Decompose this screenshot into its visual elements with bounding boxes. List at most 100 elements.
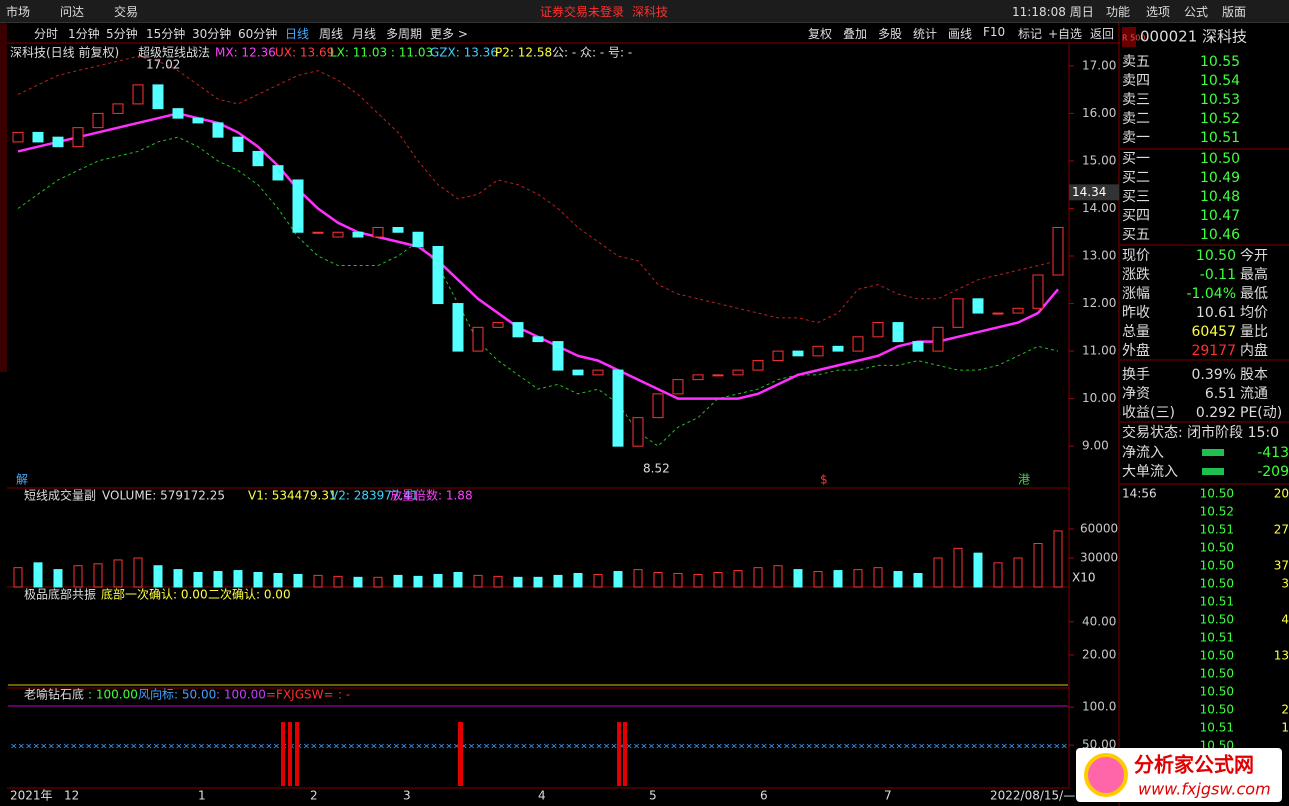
menu-bar: 市场 问达 交易 证券交易未登录 深科技 11:18:08 周日 功能 选项 公式 版面 <box>0 0 1289 23</box>
period-tab[interactable]: 1分钟 <box>68 27 100 41</box>
ask-price: 10.53 <box>1200 92 1240 108</box>
indicator-header: 风向标: 50.00 <box>138 687 216 702</box>
stat-label: 涨跌 <box>1122 267 1150 283</box>
y-tick-label: 60000 <box>1080 522 1118 536</box>
menu-item[interactable]: 市场 <box>6 5 31 19</box>
menu-item[interactable]: 版面 <box>1222 5 1247 19</box>
badge: R 500 <box>1122 34 1145 43</box>
period-tab[interactable]: 5分钟 <box>106 27 138 41</box>
tool-button[interactable]: 统计 <box>913 27 938 41</box>
event-marker: 港 <box>1018 473 1030 487</box>
ask-label: 卖五 <box>1122 54 1150 70</box>
ma-line <box>17 112 1059 400</box>
candle <box>392 226 404 233</box>
y-tick-label: 9.00 <box>1082 439 1109 453</box>
indicator-header: P2: 12.58 <box>495 46 552 60</box>
tick-price: 10.50 <box>1200 667 1234 681</box>
candle <box>512 322 524 338</box>
tick-volume: 3 <box>1281 577 1289 591</box>
indicator-header: 二次确认: 0.00 <box>208 588 291 602</box>
period-tab[interactable]: 30分钟 <box>192 27 232 41</box>
volume-bar <box>213 571 223 588</box>
tick-volume: 2 <box>1281 703 1289 717</box>
last-price: 14.34 <box>1072 185 1106 199</box>
ask-price: 10.54 <box>1200 73 1240 89</box>
tick-volume: 20 <box>1274 487 1289 501</box>
tick-volume: 27 <box>1274 523 1289 537</box>
menu-item[interactable]: 功能 <box>1106 5 1131 19</box>
volume-bar <box>1013 557 1023 588</box>
volume-bar <box>353 576 363 588</box>
tool-button[interactable]: F10 <box>983 25 1006 39</box>
x-axis-label: 4 <box>538 789 546 803</box>
stat-value: 10.61 <box>1196 305 1236 321</box>
bid-label: 买五 <box>1122 227 1150 243</box>
candle <box>892 322 904 343</box>
stat-label: PE(动) <box>1240 405 1282 421</box>
candle <box>332 231 344 238</box>
menu-item[interactable]: 选项 <box>1146 5 1171 19</box>
period-tab[interactable]: 日线 <box>285 27 310 41</box>
candle <box>992 312 1004 315</box>
volume-bar <box>833 570 843 588</box>
tick-volume: 4 <box>1281 613 1289 627</box>
menu-item[interactable]: 交易 <box>114 5 139 19</box>
lower-line <box>17 136 1059 447</box>
candle <box>552 341 564 371</box>
stat-label: 总量 <box>1122 324 1150 340</box>
stock-name: 深科技 <box>1202 28 1247 46</box>
period-tab[interactable]: 15分钟 <box>146 27 186 41</box>
tick-price: 10.50 <box>1200 577 1234 591</box>
volume-bar <box>613 571 623 588</box>
indicator-header: UX: 13.69 <box>275 46 334 60</box>
volume-bar <box>853 569 863 588</box>
period-tab[interactable]: 更多 > <box>430 27 468 41</box>
ask-price: 10.51 <box>1200 130 1240 146</box>
y-tick-label: 14.00 <box>1082 201 1116 215</box>
bid-label: 买四 <box>1122 208 1150 224</box>
tick-price: 10.50 <box>1200 559 1234 573</box>
stat-label: 昨收 <box>1122 305 1150 321</box>
candle <box>812 345 824 357</box>
indicator-header: =FXJGSW= <box>266 688 334 702</box>
tool-button[interactable]: 画线 <box>948 27 973 41</box>
stat-value: -1.04% <box>1186 286 1236 302</box>
tick-price: 10.50 <box>1200 613 1234 627</box>
indicator-header: V1: 534479.31 <box>248 489 337 503</box>
period-tab[interactable]: 60分钟 <box>238 27 278 41</box>
candle <box>72 127 84 148</box>
volume-bar <box>593 573 603 588</box>
event-marker: $ <box>820 473 828 487</box>
ask-label: 卖二 <box>1122 111 1150 127</box>
indicator-header: V2: 283977.41 <box>330 489 419 503</box>
candle <box>472 326 484 352</box>
tool-button[interactable]: 多股 <box>878 27 903 41</box>
y-tick-label: 17.00 <box>1082 58 1116 72</box>
period-tab[interactable]: 月线 <box>352 27 377 41</box>
stat-label: 收益(三) <box>1122 405 1175 421</box>
tool-button[interactable]: 返回 <box>1090 27 1115 41</box>
menu-item[interactable]: 问达 <box>60 5 85 19</box>
side-tabs[interactable] <box>0 22 7 372</box>
bid-price: 10.48 <box>1200 189 1240 205</box>
volume-bar <box>453 572 463 588</box>
watermark-logo <box>1084 753 1128 797</box>
menu-item[interactable]: 公式 <box>1184 5 1209 19</box>
toolbar: 分时 1分钟 5分钟 15分钟 30分钟 60分钟 日线 周线 月线 多周期 更多 > 复权 叠加 多股统… <box>8 24 1120 43</box>
candle <box>852 336 864 352</box>
candle <box>372 226 384 238</box>
volume-bar <box>273 572 283 588</box>
x-axis-label: 3 <box>403 789 411 803</box>
tool-button[interactable]: 叠加 <box>843 27 868 41</box>
tool-button[interactable]: +自选 <box>1048 27 1083 41</box>
volume-bar <box>393 574 403 588</box>
candle <box>152 84 164 110</box>
volume-bar <box>113 559 123 588</box>
tool-button[interactable]: 复权 <box>808 27 833 41</box>
period-tab[interactable]: 分时 <box>34 27 59 41</box>
period-tab[interactable]: 多周期 <box>386 27 423 41</box>
volume-bar <box>473 574 483 588</box>
tool-button[interactable]: 标记 <box>1018 27 1043 41</box>
period-tab[interactable]: 周线 <box>319 27 344 41</box>
bid-price: 10.50 <box>1200 151 1240 167</box>
